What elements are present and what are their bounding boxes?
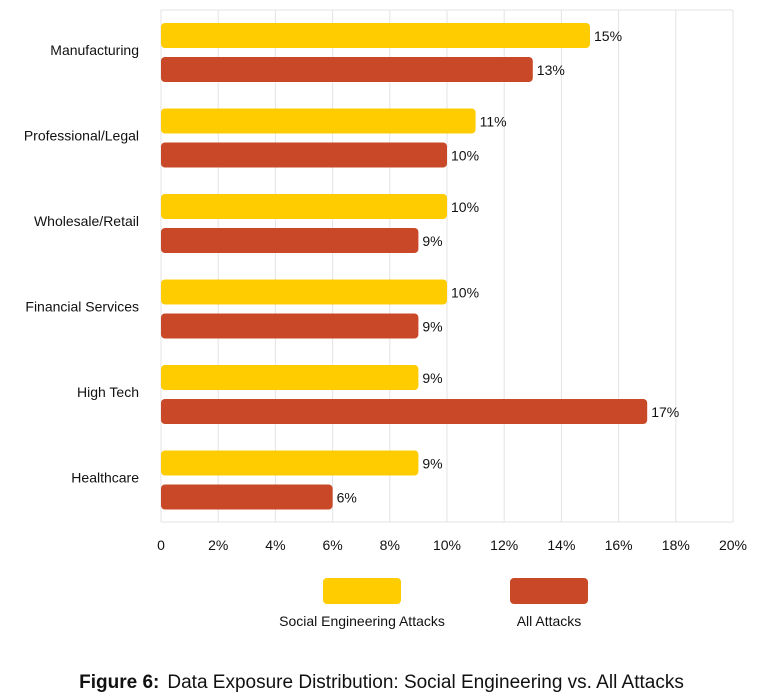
x-tick-label: 16% (605, 537, 633, 553)
legend-label: Social Engineering Attacks (279, 613, 445, 629)
x-tick-label: 12% (490, 537, 518, 553)
data-label: 15% (594, 28, 622, 44)
bar-all-attacks (161, 313, 419, 339)
category-label: Financial Services (25, 299, 139, 315)
category-label: Wholesale/Retail (34, 213, 139, 229)
x-tick-label: 6% (322, 537, 342, 553)
legend-swatch (323, 578, 401, 604)
bar-social-engineering (161, 279, 447, 305)
legend-swatch (510, 578, 588, 604)
category-label: High Tech (77, 384, 139, 400)
x-tick-label: 20% (719, 537, 747, 553)
data-label: 9% (422, 319, 442, 335)
data-label: 9% (422, 456, 442, 472)
bar-social-engineering (161, 194, 447, 219)
figure-title: Data Exposure Distribution: Social Engin… (167, 672, 684, 693)
data-label: 17% (651, 404, 679, 420)
data-label: 13% (537, 62, 565, 78)
figure-caption: Figure 6: Data Exposure Distribution: Soc… (0, 672, 763, 694)
bar-social-engineering (161, 23, 590, 48)
bar-all-attacks (161, 228, 419, 253)
data-label: 9% (422, 370, 442, 386)
x-tick-label: 2% (208, 537, 228, 553)
legend-label: All Attacks (517, 613, 582, 629)
category-label: Professional/Legal (24, 128, 139, 144)
x-tick-label: 0 (157, 537, 165, 553)
data-label: 10% (451, 199, 479, 215)
category-label: Healthcare (71, 470, 139, 486)
data-label: 10% (451, 285, 479, 301)
data-label: 6% (337, 490, 357, 506)
bar-social-engineering (161, 365, 419, 390)
x-tick-label: 8% (380, 537, 400, 553)
x-tick-label: 10% (433, 537, 461, 553)
x-tick-label: 4% (265, 537, 285, 553)
bar-all-attacks (161, 57, 533, 82)
x-tick-label: 14% (547, 537, 575, 553)
data-label: 9% (422, 233, 442, 249)
x-tick-label: 18% (662, 537, 690, 553)
bar-all-attacks (161, 399, 648, 424)
data-label: 10% (451, 148, 479, 164)
bar-social-engineering (161, 108, 476, 134)
data-label: 11% (480, 114, 507, 130)
figure-label: Figure 6: (79, 672, 160, 693)
category-label: Manufacturing (50, 42, 139, 58)
bar-all-attacks (161, 142, 447, 168)
bar-chart: 0 2% 4% 6% 8% 10% 12% 14% 16% 18% 20% Manufacturing… (24, 9, 747, 629)
bar-all-attacks (161, 484, 333, 510)
bar-social-engineering (161, 450, 419, 476)
